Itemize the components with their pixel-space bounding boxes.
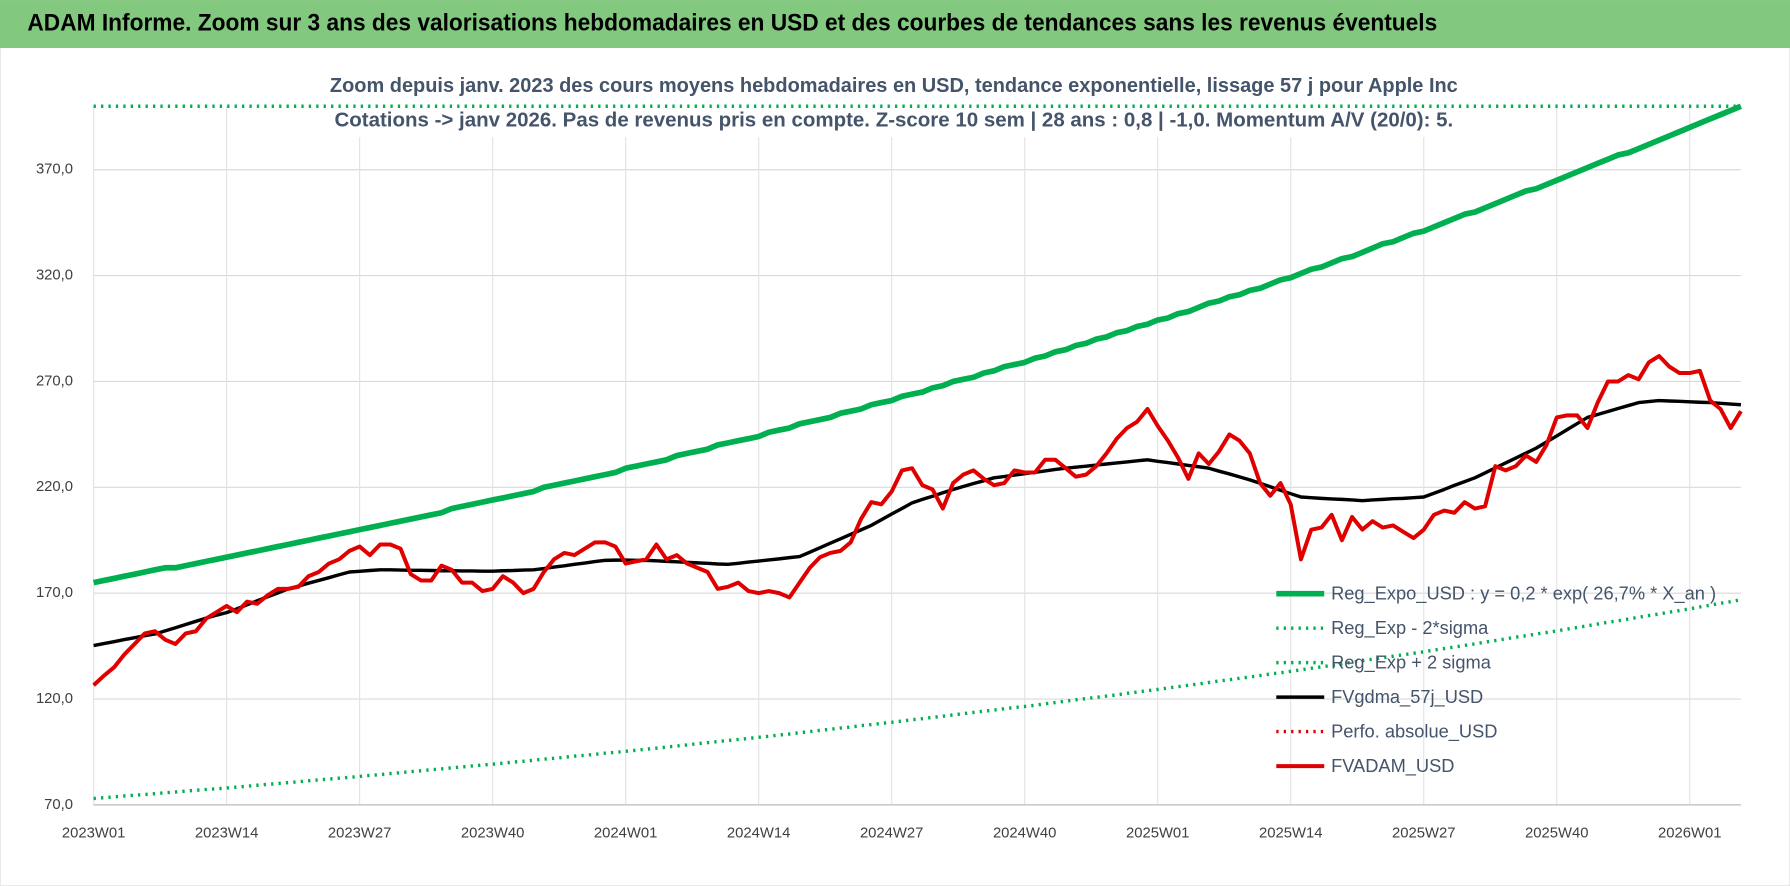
series-line [93,598,1742,801]
legend-label: Reg_Exp - 2*sigma [1331,617,1489,639]
subtitle: Cotations -> janv 2026. Pas de revenus p… [334,108,1453,131]
x-tick-label: 2024W27 [860,825,923,841]
subtitle-bg [323,70,1465,103]
x-tick-label: 2024W01 [594,825,657,841]
legend-label: FVADAM_USD [1331,755,1454,777]
title-bar [0,0,1790,49]
subtitle-bg [323,105,1465,138]
y-tick-label: 70,0 [44,797,73,813]
x-tick-label: 2023W14 [195,825,258,841]
x-tick-label: 2025W01 [1126,825,1189,841]
y-tick-label: 320,0 [36,268,73,284]
legend-label: FVgdma_57j_USD [1331,686,1483,708]
subtitle: Zoom depuis janv. 2023 des cours moyens … [330,74,1458,97]
series-line [93,103,1742,586]
legend-label: Reg_Expo_USD : y = 0,2 * exp( 26,7% * X_… [1331,583,1716,605]
x-tick-label: 2025W14 [1259,825,1322,841]
x-tick-label: 2023W27 [328,825,391,841]
legend-label: Perfo. absolue_USD [1331,721,1497,743]
x-tick-label: 2026W01 [1658,825,1721,841]
series-line [92,354,1743,687]
y-tick-label: 170,0 [36,585,73,601]
series-line [93,398,1742,648]
legend-label: Reg_Exp + 2 sigma [1331,652,1492,674]
x-tick-label: 2025W40 [1525,825,1588,841]
x-tick-label: 2024W14 [727,825,790,841]
y-tick-label: 220,0 [36,479,73,495]
y-tick-label: 120,0 [36,691,73,707]
chart-title: ADAM Informe. Zoom sur 3 ans des valoris… [27,9,1437,36]
y-tick-label: 270,0 [36,373,73,389]
y-tick-label: 370,0 [36,162,73,178]
x-tick-label: 2025W27 [1392,825,1455,841]
x-tick-label: 2023W40 [461,825,524,841]
x-tick-label: 2024W40 [993,825,1056,841]
x-tick-label: 2023W01 [62,825,125,841]
